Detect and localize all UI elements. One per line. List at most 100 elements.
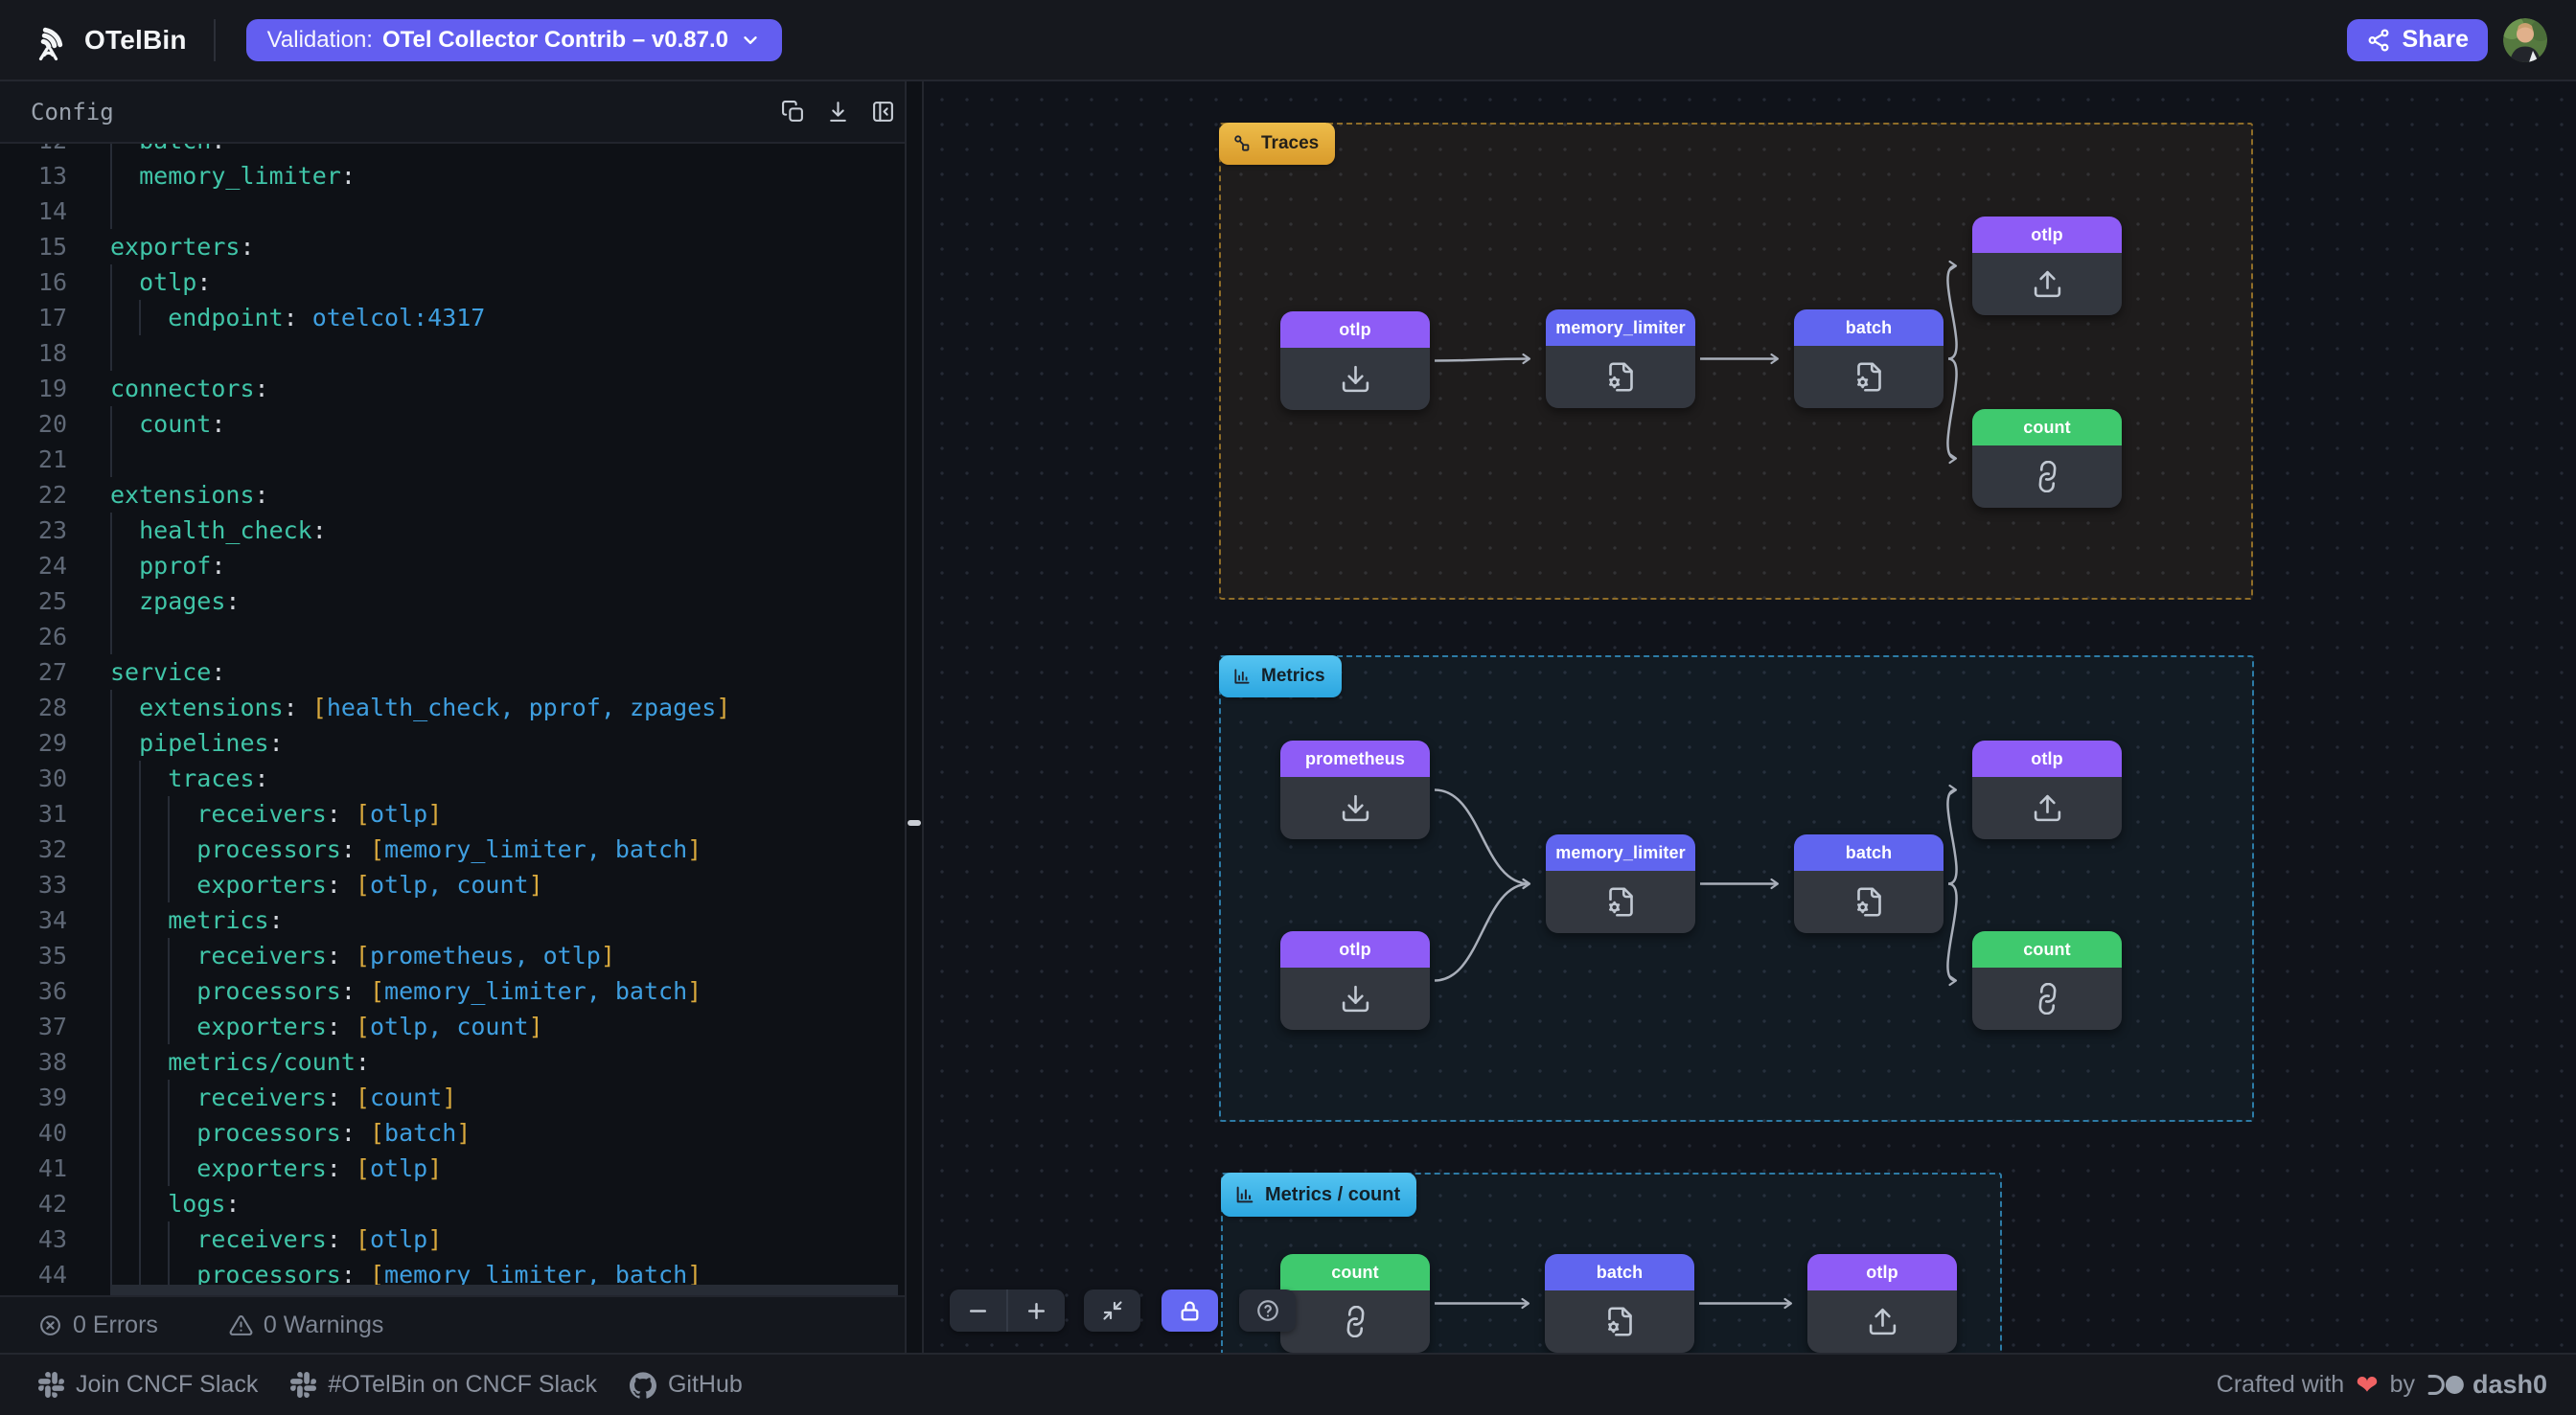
node-receiver-otlp[interactable]: otlp [1280, 311, 1430, 410]
minus-icon [966, 1299, 990, 1323]
node-exporter-otlp[interactable]: otlp [1972, 217, 2122, 315]
code-line-42: 42 logs: [0, 1186, 905, 1221]
code-line-18: 18 [0, 335, 905, 371]
share-button[interactable]: Share [2346, 18, 2488, 61]
footer-link--otelbin-on-cncf-slack[interactable]: #OTelBin on CNCF Slack [290, 1371, 597, 1399]
header-divider [213, 18, 216, 61]
group-label: Metrics / count [1265, 1183, 1401, 1205]
plus-icon [1024, 1299, 1048, 1323]
code-line-25: 25 zpages: [0, 583, 905, 619]
link-icon [1280, 1290, 1430, 1353]
fit-view-icon [1101, 1299, 1124, 1322]
node-exporter-otlp[interactable]: otlp [1807, 1254, 1957, 1353]
avatar[interactable] [2503, 17, 2547, 62]
code-line-29: 29 pipelines: [0, 725, 905, 761]
link-icon [1972, 968, 2122, 1030]
code-line-31: 31 receivers: [otlp] [0, 796, 905, 832]
filecog-icon [1546, 346, 1695, 408]
code-line-40: 40 processors: [batch] [0, 1115, 905, 1151]
code-line-28: 28 extensions: [health_check, pprof, zpa… [0, 690, 905, 725]
resize-handle[interactable] [908, 820, 921, 826]
code-line-44: 44 processors: [memory_limiter, batch] [0, 1257, 905, 1292]
node-processor-batch[interactable]: batch [1794, 309, 1944, 408]
lock-button[interactable] [1162, 1289, 1218, 1332]
validation-status-bar: 0 Errors 0 Warnings [0, 1295, 905, 1353]
node-label: otlp [1280, 931, 1430, 968]
node-processor-memory_limiter[interactable]: memory_limiter [1546, 834, 1695, 933]
node-connector-count[interactable]: count [1972, 931, 2122, 1030]
filecog-icon [1794, 871, 1944, 933]
node-exporter-otlp[interactable]: otlp [1972, 741, 2122, 839]
panel-resize-divider[interactable] [907, 81, 922, 1353]
node-processor-memory_limiter[interactable]: memory_limiter [1546, 309, 1695, 408]
code-line-22: 22 extensions: [37, 481, 269, 509]
filecog-icon [1545, 1290, 1694, 1353]
node-connector-count[interactable]: count [1280, 1254, 1430, 1353]
code-line-19: 19 connectors: [37, 375, 269, 402]
share-label: Share [2402, 26, 2469, 53]
node-label: otlp [1280, 311, 1430, 348]
code-line-15: 15 exporters: [37, 233, 255, 261]
code-line-30: 30 traces: [0, 761, 905, 796]
editor-title: Config [31, 98, 114, 126]
code-editor[interactable]: 12 batch:13 memory_limiter:14 15exporters… [0, 144, 905, 1295]
help-icon [1255, 1298, 1280, 1323]
node-label: count [1280, 1254, 1430, 1290]
share-icon [2366, 28, 2391, 53]
node-label: batch [1794, 309, 1944, 346]
github-icon [629, 1371, 656, 1399]
help-button[interactable] [1239, 1289, 1296, 1332]
horizontal-scrollbar[interactable] [110, 1285, 898, 1295]
group-badge-traces[interactable]: Traces [1219, 123, 1336, 165]
crafted-by: Crafted with ❤ by dash0 [2216, 1369, 2547, 1400]
dash0-logo[interactable]: dash0 [2426, 1370, 2547, 1400]
warnings-status: 0 Warnings [229, 1312, 383, 1339]
group-badge-mcount[interactable]: Metrics / count [1221, 1173, 1417, 1217]
footer-link-join-cncf-slack[interactable]: Join CNCF Slack [38, 1371, 258, 1399]
pipeline-canvas[interactable]: Traces Metrics Metrics / count otlp memory_… [922, 81, 2576, 1353]
node-receiver-prometheus[interactable]: prometheus [1280, 741, 1430, 839]
zoom-in-button[interactable] [1008, 1289, 1065, 1332]
node-processor-batch[interactable]: batch [1794, 834, 1944, 933]
node-receiver-otlp[interactable]: otlp [1280, 931, 1430, 1030]
node-processor-batch[interactable]: batch [1545, 1254, 1694, 1353]
code-line-35: 35 receivers: [prometheus, otlp] [0, 938, 905, 973]
code-line-12: 12 batch: [0, 144, 905, 158]
collapse-panel-button[interactable] [870, 100, 895, 125]
code-line-20: 20 count: [0, 406, 905, 442]
copy-icon [781, 100, 805, 124]
app-title: OTelBin [84, 24, 187, 55]
warning-icon [229, 1313, 253, 1337]
collapse-panel-icon [871, 100, 895, 124]
validation-selector[interactable]: Validation: OTel Collector Contrib – v0.… [245, 18, 782, 61]
download-config-button[interactable] [825, 100, 850, 125]
copy-config-button[interactable] [780, 100, 805, 125]
code-line-36: 36 processors: [memory_limiter, batch] [0, 973, 905, 1009]
zoom-out-button[interactable] [950, 1289, 1006, 1332]
code-line-32: 32 processors: [memory_limiter, batch] [0, 832, 905, 867]
download-icon [1280, 348, 1430, 410]
node-connector-count[interactable]: count [1972, 409, 2122, 508]
group-badge-metrics[interactable]: Metrics [1219, 655, 1342, 697]
download-icon [826, 100, 850, 124]
canvas-controls [950, 1289, 1296, 1332]
code-line-17: 17 endpoint: otelcol:4317 [0, 300, 905, 335]
upload-icon [1972, 777, 2122, 839]
node-label: batch [1794, 834, 1944, 871]
heart-icon: ❤ [2356, 1369, 2379, 1400]
node-label: otlp [1807, 1254, 1957, 1290]
code-line-37: 37 exporters: [otlp, count] [0, 1009, 905, 1044]
fit-view-button[interactable] [1084, 1289, 1140, 1332]
code-line-16: 16 otlp: [0, 264, 905, 300]
brand[interactable]: OTelBin [29, 19, 187, 61]
download-icon [1280, 968, 1430, 1030]
barchart-icon [1232, 667, 1252, 686]
pipeline-group-metrics [1219, 655, 2254, 1122]
config-editor-panel: Config 12 batch:13 memory_limiter:14 15ex… [0, 81, 907, 1353]
code-line-39: 39 receivers: [count] [0, 1080, 905, 1115]
code-line-33: 33 exporters: [otlp, count] [0, 867, 905, 902]
code-line-21: 21 [0, 442, 905, 477]
code-line-41: 41 exporters: [otlp] [0, 1151, 905, 1186]
footer-link-github[interactable]: GitHub [629, 1371, 743, 1399]
